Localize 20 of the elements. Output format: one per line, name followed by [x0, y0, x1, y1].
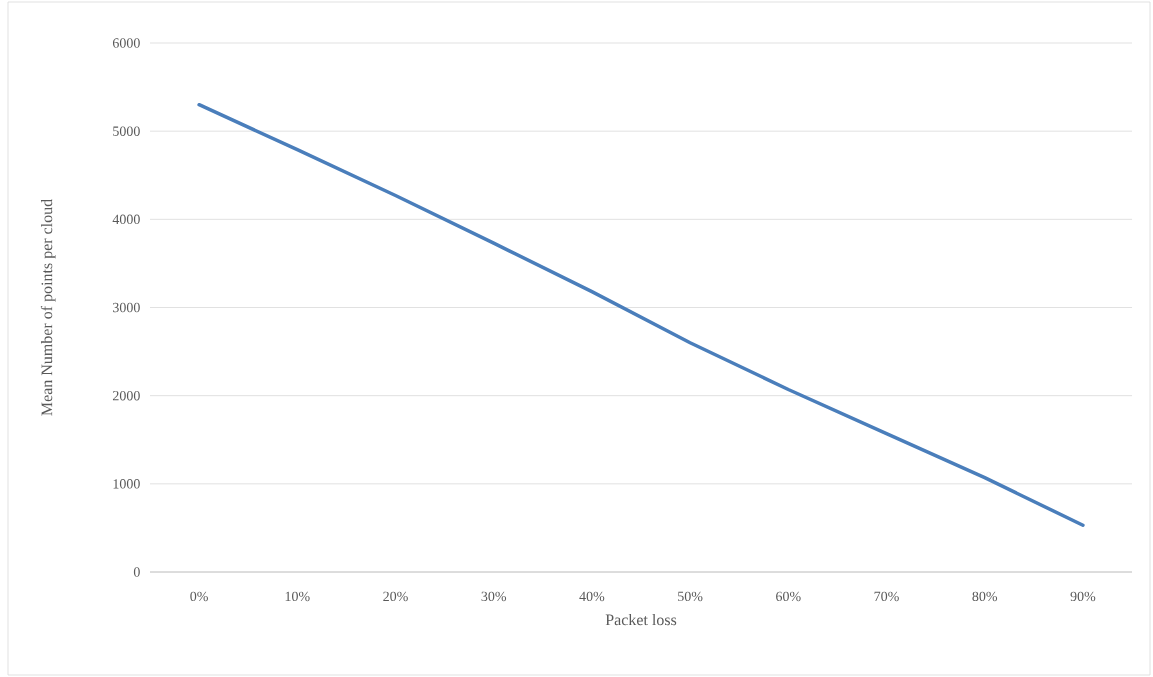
x-tick-label: 20% — [383, 591, 408, 602]
y-tick-label: 4000 — [112, 214, 140, 225]
x-tick-label: 70% — [874, 591, 899, 602]
x-tick-label: 80% — [972, 591, 998, 602]
x-axis-title: Packet loss — [605, 613, 677, 626]
y-tick-label: 0 — [133, 567, 140, 577]
y-tick-label: 6000 — [112, 38, 140, 48]
x-tick-label: 60% — [776, 591, 801, 602]
x-tick-label: 50% — [678, 591, 703, 602]
x-tick-label: 90% — [1070, 591, 1096, 602]
x-tick-label: 0% — [190, 591, 208, 602]
y-tick-label: 1000 — [113, 479, 140, 489]
x-tick-label: 10% — [285, 591, 310, 602]
x-tick-label: 30% — [481, 591, 507, 602]
x-tick-label: 40% — [579, 591, 605, 602]
y-tick-label: 3000 — [113, 302, 140, 313]
line-series — [197, 102, 1085, 528]
y-tick-label: 5000 — [113, 126, 140, 136]
y-axis-title: Mean Number of points per cloud — [40, 199, 56, 416]
y-tick-label: 2000 — [112, 390, 140, 401]
